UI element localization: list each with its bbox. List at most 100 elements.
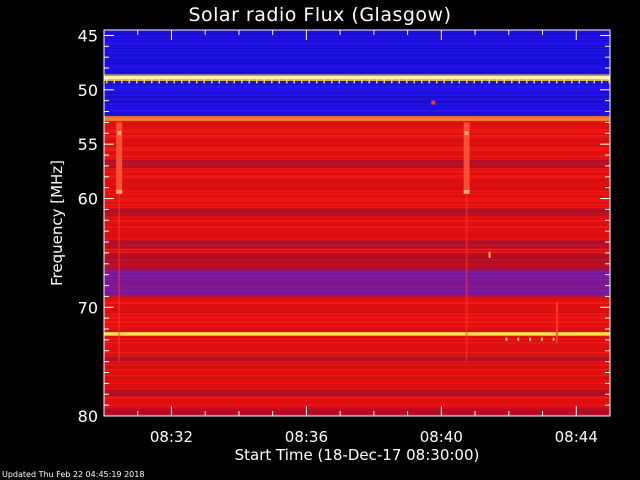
stripe bbox=[104, 235, 610, 237]
x-tick-label: 08:36 bbox=[285, 428, 328, 446]
y-tick-label: 80 bbox=[78, 407, 98, 426]
stripe bbox=[104, 114, 610, 115]
stripe bbox=[104, 310, 610, 312]
stripe bbox=[104, 402, 610, 403]
stripe bbox=[104, 81, 610, 82]
stripe bbox=[104, 93, 610, 94]
stripe bbox=[104, 360, 610, 361]
burst-cap bbox=[116, 189, 123, 194]
stripe bbox=[104, 127, 610, 129]
freq-band bbox=[104, 121, 610, 270]
burst bbox=[463, 122, 470, 194]
stripe bbox=[104, 64, 610, 66]
stripe bbox=[104, 414, 610, 415]
tick-dash bbox=[473, 79, 475, 84]
stripe bbox=[104, 109, 610, 111]
stripe bbox=[104, 168, 610, 169]
stripe bbox=[104, 336, 610, 337]
stripe bbox=[104, 406, 610, 408]
stripe bbox=[104, 105, 610, 106]
axes-frame bbox=[103, 29, 611, 417]
stripe bbox=[104, 163, 610, 165]
stripe bbox=[104, 117, 610, 118]
stripe bbox=[104, 157, 610, 159]
stripe bbox=[104, 58, 610, 60]
stripe bbox=[104, 369, 610, 370]
stripe bbox=[104, 385, 610, 387]
stripe bbox=[104, 124, 610, 126]
stripe bbox=[104, 154, 610, 156]
tick-dash bbox=[286, 79, 288, 84]
stripe bbox=[104, 298, 610, 300]
stripe bbox=[104, 216, 610, 217]
stripe bbox=[104, 220, 610, 222]
streak bbox=[556, 301, 559, 342]
stripe bbox=[104, 249, 610, 250]
purple-band bbox=[104, 269, 610, 297]
stripe bbox=[104, 85, 610, 87]
stripe bbox=[104, 265, 610, 267]
stripe bbox=[104, 322, 610, 324]
stripe bbox=[104, 34, 610, 36]
stripe bbox=[104, 148, 610, 150]
speck bbox=[488, 251, 491, 258]
tick-dash bbox=[451, 79, 453, 84]
stripe bbox=[104, 400, 610, 402]
stripe bbox=[104, 262, 610, 264]
orange-line-52 bbox=[104, 117, 610, 121]
stripe bbox=[104, 366, 610, 367]
tick-dash bbox=[428, 79, 430, 84]
stripe bbox=[104, 330, 610, 331]
stripe bbox=[104, 225, 610, 226]
y-tick-label: 60 bbox=[78, 190, 98, 209]
dim-band bbox=[104, 408, 610, 416]
stripe bbox=[104, 90, 610, 91]
chart-title: Solar radio Flux (Glasgow) bbox=[188, 4, 452, 26]
yellow-line-72-edge bbox=[104, 334, 610, 336]
tick-dash bbox=[338, 79, 340, 84]
tick-dash bbox=[458, 79, 460, 84]
stripe bbox=[104, 171, 610, 172]
stripe bbox=[104, 184, 610, 186]
burst-tail bbox=[118, 193, 121, 362]
tick-dash bbox=[443, 79, 445, 84]
stripe bbox=[104, 57, 610, 58]
stripe bbox=[104, 156, 610, 157]
stripe bbox=[104, 189, 610, 190]
stripe bbox=[104, 145, 610, 147]
freq-band bbox=[104, 46, 610, 75]
stripe bbox=[104, 352, 610, 354]
tick-dash bbox=[151, 79, 153, 84]
stripe bbox=[104, 348, 610, 349]
stripe bbox=[104, 228, 610, 229]
tick-dash bbox=[203, 79, 205, 84]
tick-dash bbox=[571, 79, 573, 84]
yellow-line-72 bbox=[104, 332, 610, 336]
stripe bbox=[104, 376, 610, 378]
freq-band bbox=[104, 335, 610, 416]
stripe bbox=[104, 193, 610, 195]
stripe bbox=[104, 174, 610, 175]
stripe bbox=[104, 46, 610, 48]
stripe bbox=[104, 405, 610, 406]
stripe bbox=[104, 313, 610, 315]
y-tick-label: 55 bbox=[78, 135, 98, 154]
stripe bbox=[104, 382, 610, 384]
stripe bbox=[104, 106, 610, 108]
stripe bbox=[104, 45, 610, 46]
spectrogram-image bbox=[104, 30, 610, 416]
stripe bbox=[104, 309, 610, 310]
tick-dash bbox=[211, 79, 213, 84]
stripe bbox=[104, 247, 610, 249]
stripe bbox=[104, 198, 610, 199]
stripe bbox=[104, 36, 610, 37]
dim-band bbox=[104, 239, 610, 249]
stripe bbox=[104, 144, 610, 145]
stripe bbox=[104, 142, 610, 144]
stripe bbox=[104, 244, 610, 246]
stripe bbox=[104, 166, 610, 168]
stripe bbox=[104, 88, 610, 90]
stripe bbox=[104, 327, 610, 328]
speck bbox=[505, 337, 508, 341]
tick-dash bbox=[256, 79, 258, 84]
